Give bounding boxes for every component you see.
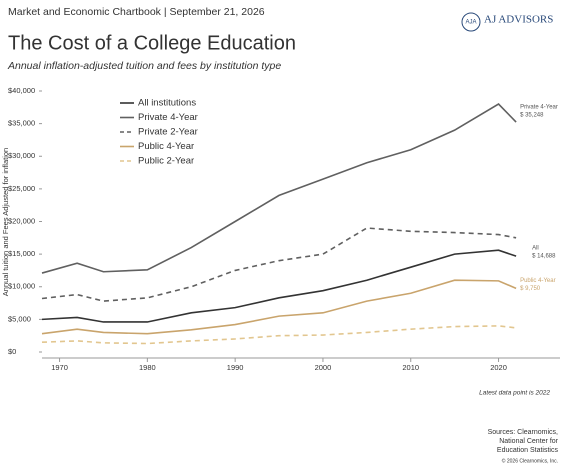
legend-label: All institutions [138, 98, 196, 109]
y-tick-label: $25,000 [8, 184, 35, 193]
legend-label: Private 2-Year [138, 127, 198, 138]
y-tick-label: $35,000 [8, 119, 35, 128]
value-label: $ 9,750 [520, 286, 541, 292]
x-tick-label: 2010 [402, 363, 419, 372]
copyright: © 2026 Clearnomics, Inc. [502, 457, 558, 464]
legend-label: Public 4-Year [138, 141, 194, 152]
series-line [41, 325, 517, 345]
end-label-name: Private 4-Year [520, 105, 558, 111]
source: Sources: Clearnomics, [488, 429, 558, 436]
source-line: Market and Economic Chartbook | Septembe… [8, 6, 265, 18]
end-label-name: All [532, 246, 539, 252]
value-label: $ 14,688 [532, 254, 556, 260]
end-label-name: Public 4-Year [520, 278, 555, 284]
y-tick-label: $10,000 [8, 282, 35, 291]
y-axis-label: Annual tuition and Fees Adjusted for inf… [1, 148, 10, 296]
series-line [41, 103, 517, 274]
logo-text: AJ ADVISORS [484, 14, 553, 26]
legend-label: Private 4-Year [138, 112, 198, 123]
legend-label: Public 2-Year [138, 156, 194, 167]
logo-mark: AJA [465, 20, 476, 26]
chart-title: The Cost of a College Education [8, 32, 296, 54]
x-tick-label: 2000 [315, 363, 332, 372]
y-tick-label: $40,000 [8, 86, 35, 95]
series-line [41, 249, 517, 323]
y-tick-label: $15,000 [8, 249, 35, 258]
x-tick-label: 1980 [139, 363, 156, 372]
source: National Center for [499, 438, 558, 445]
y-tick-label: $30,000 [8, 151, 35, 160]
x-tick-label: 1990 [227, 363, 244, 372]
x-tick-label: 2020 [490, 363, 507, 372]
series-line [41, 279, 517, 335]
x-tick-label: 1970 [51, 363, 68, 372]
logo-icon [461, 12, 481, 32]
series-line [41, 227, 517, 302]
chart-subtitle: Annual inflation-adjusted tuition and fe… [7, 60, 281, 72]
value-label: $ 35,248 [520, 113, 544, 119]
y-tick-label: $20,000 [8, 216, 35, 225]
y-tick-label: $0 [8, 347, 16, 356]
y-tick-label: $5,000 [8, 314, 31, 323]
note: Latest data point is 2022 [479, 390, 550, 397]
source: Education Statistics [497, 447, 559, 454]
